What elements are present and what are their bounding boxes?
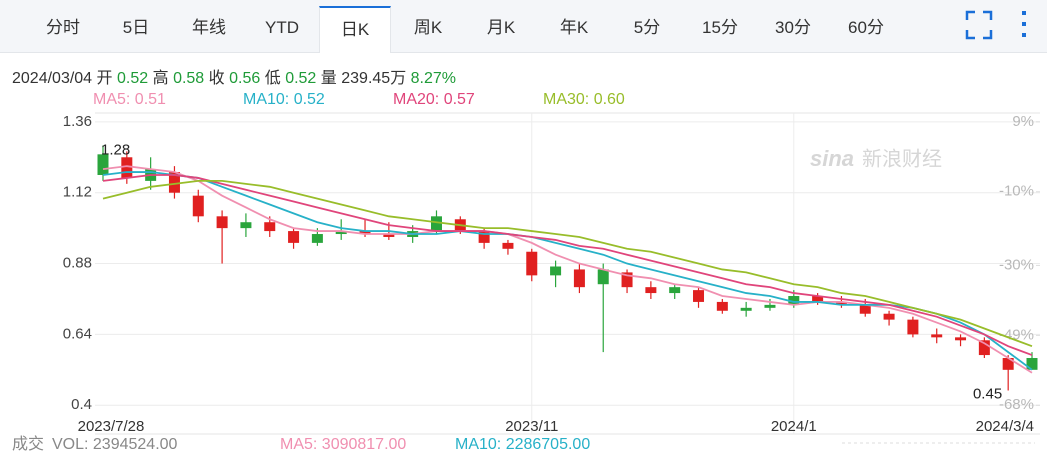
- candle-body: [168, 172, 180, 193]
- tab[interactable]: 日K: [319, 6, 391, 53]
- label: 高: [152, 70, 169, 87]
- y-tick-label: 0.88: [63, 255, 92, 272]
- tab[interactable]: YTD: [265, 18, 299, 37]
- candle-body: [478, 231, 490, 243]
- value: 0.58: [173, 70, 205, 87]
- candle-body: [264, 222, 276, 232]
- y-tick-label: 1.36: [63, 113, 92, 130]
- legend-entry: MA10: 0.52: [243, 91, 325, 108]
- candle-body: [121, 157, 133, 178]
- candle-body: [502, 242, 514, 249]
- candle-body: [907, 319, 919, 335]
- x-tick-label: 2023/11: [505, 418, 558, 435]
- ma-line: [102, 174, 1033, 356]
- x-tick-label: 2024/3/4: [976, 418, 1034, 435]
- candle-body: [883, 313, 895, 320]
- candle-body: [978, 340, 990, 356]
- tab[interactable]: 5分: [633, 18, 661, 37]
- label: 开: [96, 70, 113, 87]
- tab[interactable]: 60分: [848, 18, 884, 37]
- candle-body: [788, 296, 800, 305]
- tab-bar: 分时 5日 年线 YTD 日K 周K 月K 年K 5分 15分 30分 60分: [0, 0, 1047, 53]
- y2-tick-label: -30%: [999, 256, 1034, 273]
- low-label: 0.45: [973, 385, 1002, 402]
- candle-body: [931, 334, 943, 338]
- candle-body: [311, 234, 323, 243]
- x-tick-label: 2023/7/28: [78, 418, 145, 435]
- x-tick-label: 2024/1: [771, 418, 817, 435]
- candle-body: [859, 304, 871, 314]
- candle-body: [192, 195, 204, 217]
- ma-line: [102, 171, 1033, 371]
- label: 收: [208, 70, 225, 87]
- candle-body: [669, 287, 681, 294]
- candle-body: [573, 269, 585, 288]
- candle-body: [597, 269, 609, 285]
- candle-body: [550, 266, 562, 276]
- candle-body: [621, 272, 633, 288]
- candle-body: [740, 307, 752, 311]
- quote-line: 2024/03/04 开 0.52 高 0.58 收 0.56 低 0.52 量…: [12, 64, 456, 88]
- date: 2024/03/04: [12, 70, 93, 87]
- legend-entry: MA5: 0.51: [93, 91, 166, 108]
- volume-text: MA10: 2286705.00: [455, 436, 590, 453]
- candle-body: [288, 231, 300, 243]
- volume-text: MA5: 3090817.00: [280, 436, 406, 453]
- tab[interactable]: 分时: [46, 18, 80, 37]
- legend-entry: MA20: 0.57: [393, 91, 475, 108]
- y2-tick-label: -10%: [999, 183, 1034, 200]
- candle-body: [526, 251, 538, 276]
- tab[interactable]: 年K: [559, 18, 589, 37]
- candle-body: [216, 216, 228, 229]
- candle-body: [430, 216, 442, 232]
- tab[interactable]: 5日: [122, 18, 150, 37]
- ma-line: [102, 179, 1033, 348]
- legend-entry: MA30: 0.60: [543, 91, 625, 108]
- candle-body: [645, 287, 657, 294]
- candle-body: [955, 337, 967, 341]
- volume-text: VOL: 2394524.00: [52, 436, 178, 453]
- tab[interactable]: 年线: [192, 18, 226, 37]
- candle-body: [335, 231, 347, 235]
- candle-body: [240, 222, 252, 229]
- value: 0.56: [229, 70, 261, 87]
- y2-tick-label: -49%: [999, 326, 1034, 343]
- candle-body: [716, 301, 728, 311]
- y2-tick-label: 9%: [1012, 113, 1034, 130]
- label: 量: [320, 70, 337, 87]
- label: 低: [264, 70, 281, 87]
- high-label: 1.28: [101, 141, 130, 158]
- tab[interactable]: 15分: [702, 18, 738, 37]
- candle-body: [1002, 358, 1014, 370]
- candle-body: [693, 290, 705, 302]
- y2-tick-label: -68%: [999, 396, 1034, 413]
- y-tick-label: 0.64: [63, 325, 92, 342]
- candle-body: [1026, 358, 1038, 370]
- value: 0.52: [285, 70, 317, 87]
- y-tick-label: 1.12: [63, 184, 92, 201]
- ma-line: [102, 165, 1033, 374]
- tab[interactable]: 月K: [486, 18, 516, 37]
- watermark-logo: sina: [810, 146, 854, 171]
- value: 239.45万: [341, 70, 407, 87]
- tab[interactable]: 周K: [413, 18, 443, 37]
- candle-body: [359, 231, 371, 235]
- candle-body: [835, 301, 847, 305]
- candle-body: [764, 304, 776, 308]
- candle-body: [97, 154, 109, 175]
- volume-text: 成交: [12, 435, 44, 453]
- tab[interactable]: 30分: [775, 18, 811, 37]
- value: 8.27%: [410, 70, 457, 87]
- value: 0.52: [117, 70, 149, 87]
- candle-body: [383, 234, 395, 237]
- candle-body: [812, 296, 824, 302]
- watermark-text: 新浪财经: [862, 147, 942, 170]
- y-tick-label: 0.4: [71, 396, 92, 413]
